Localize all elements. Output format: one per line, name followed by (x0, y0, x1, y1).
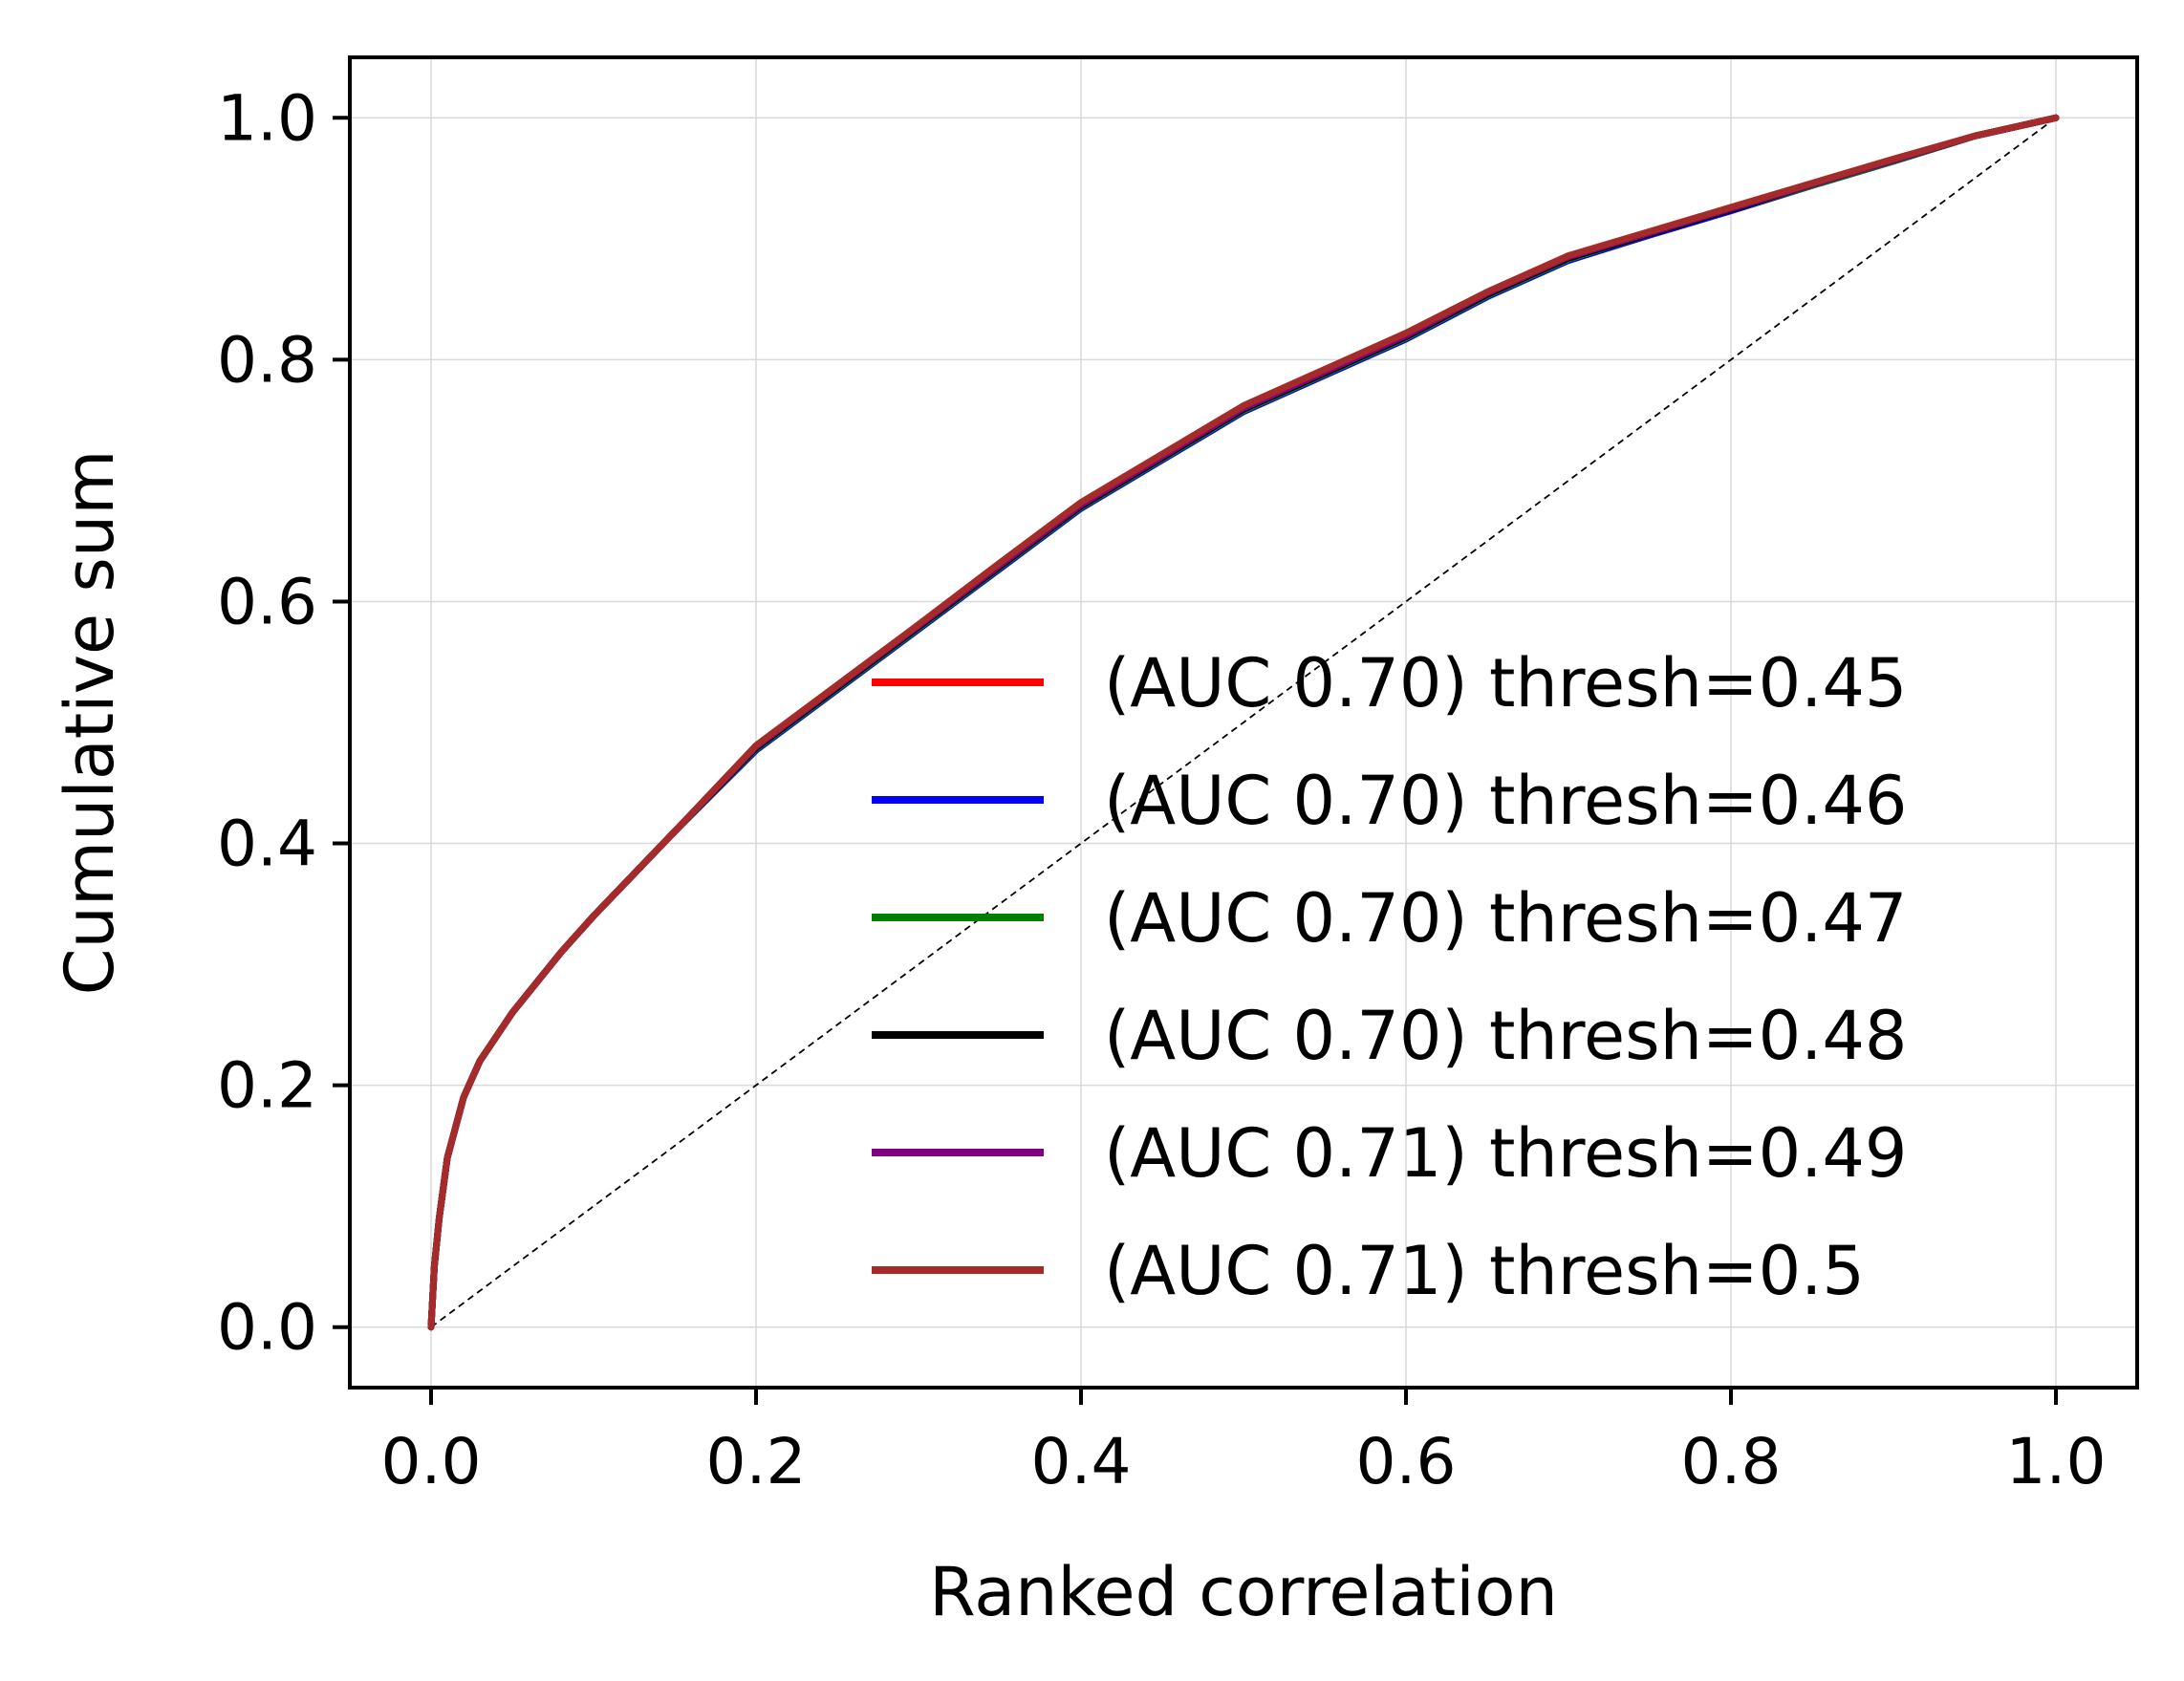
legend-label: (AUC 0.70) thresh=0.47 (1104, 879, 1907, 958)
y-tick-label: 0.6 (217, 565, 317, 638)
y-axis-ticks: 0.0 0.2 0.4 0.6 0.8 1.0 (217, 81, 350, 1365)
reference-diagonal (430, 117, 2057, 1328)
x-tick-label: 0.4 (1031, 1425, 1132, 1498)
x-tick-label: 0.2 (706, 1425, 807, 1498)
x-axis-ticks: 0.0 0.2 0.4 0.6 0.8 1.0 (381, 1388, 2107, 1498)
grid (350, 57, 2137, 1388)
reference-diagonal-line (430, 117, 2057, 1328)
x-tick-label: 0.8 (1681, 1425, 1782, 1498)
x-tick-label: 1.0 (2006, 1425, 2107, 1498)
legend-label: (AUC 0.71) thresh=0.49 (1104, 1114, 1907, 1193)
series-line-6 (427, 114, 2060, 1331)
x-tick-label: 0.0 (381, 1425, 482, 1498)
legend-label: (AUC 0.70) thresh=0.45 (1104, 644, 1907, 722)
y-tick-label: 0.0 (217, 1291, 317, 1365)
y-tick-label: 0.8 (217, 323, 317, 397)
plot-frame (348, 55, 2139, 1390)
y-axis-label: Cumulative sum (51, 450, 129, 996)
legend-label: (AUC 0.71) thresh=0.5 (1104, 1232, 1865, 1310)
x-axis-label: Ranked correlation (929, 1553, 1558, 1631)
series-lines (427, 114, 2060, 1331)
legend-label: (AUC 0.70) thresh=0.48 (1104, 997, 1907, 1075)
x-tick-label: 0.6 (1356, 1425, 1457, 1498)
legend: (AUC 0.70) thresh=0.45 (AUC 0.70) thresh=… (872, 644, 1907, 1310)
y-tick-label: 0.4 (217, 808, 317, 881)
legend-label: (AUC 0.70) thresh=0.46 (1104, 762, 1907, 840)
y-tick-label: 1.0 (217, 81, 317, 155)
y-tick-label: 0.2 (217, 1049, 317, 1123)
